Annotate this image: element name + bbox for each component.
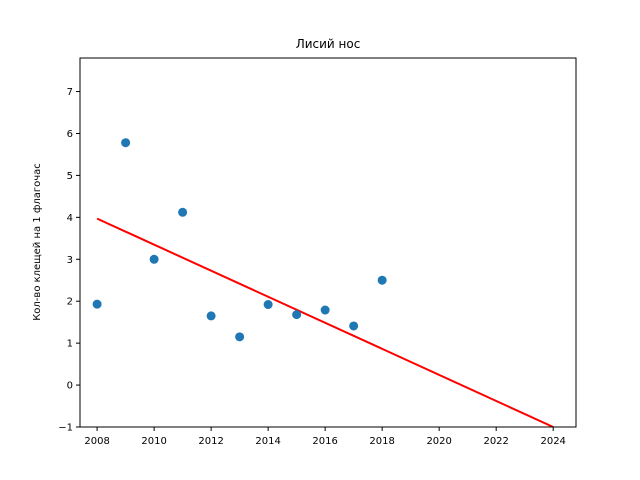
y-tick-label: 7 [67, 87, 73, 98]
data-point [235, 332, 245, 342]
data-point [206, 311, 216, 321]
x-tick-label: 2016 [312, 436, 337, 447]
y-tick-label: 1 [67, 339, 73, 350]
y-tick-label: 0 [67, 381, 73, 392]
chart-title: Лисий нос [296, 37, 361, 51]
y-axis-label: Кол-во клещей на 1 флагочас [32, 163, 43, 321]
x-tick-label: 2008 [84, 436, 109, 447]
y-tick-label: 2 [67, 297, 73, 308]
x-tick-label: 2014 [255, 436, 280, 447]
y-tick-label: 4 [67, 213, 73, 224]
data-point [149, 254, 159, 264]
plot-area [92, 138, 554, 427]
x-tick-label: 2010 [141, 436, 166, 447]
data-point [377, 275, 387, 285]
data-point [292, 310, 302, 320]
y-tick-label: 5 [67, 171, 73, 182]
data-point [121, 138, 131, 148]
y-tick-label: 3 [67, 255, 73, 266]
x-tick-label: 2018 [369, 436, 394, 447]
data-point [320, 305, 330, 315]
x-tick-label: 2012 [198, 436, 223, 447]
data-point [263, 300, 273, 310]
data-point [92, 299, 102, 309]
data-point [349, 321, 359, 331]
x-tick-label: 2020 [426, 436, 451, 447]
x-tick-label: 2024 [540, 436, 565, 447]
data-point [178, 207, 188, 217]
x-tick-label: 2022 [483, 436, 508, 447]
y-tick-label: −1 [58, 423, 73, 434]
plot-frame [79, 57, 577, 428]
trend-line [96, 217, 554, 427]
y-tick-label: 6 [67, 129, 73, 140]
